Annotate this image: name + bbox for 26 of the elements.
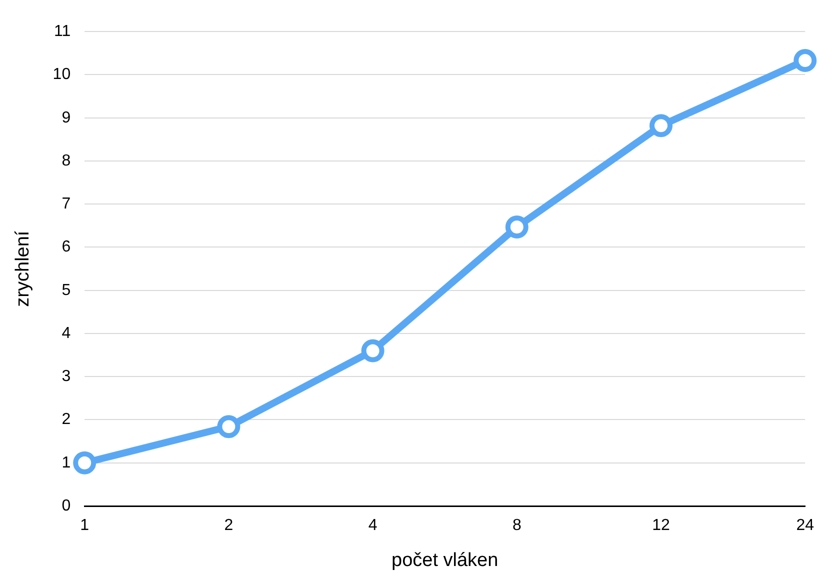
point (794, 48, 817, 72)
point (650, 114, 672, 138)
y-tick-label: 4 (62, 324, 71, 342)
y-tick-label: 6 (62, 238, 71, 256)
y-axis-title: zrychlení (12, 230, 34, 307)
x-tick-label: 8 (512, 517, 522, 534)
y-tick-label: 1 (62, 454, 71, 472)
y-tick-label: 0 (62, 497, 71, 514)
y-tick-label: 3 (62, 368, 71, 386)
y-tick-label: 11 (54, 23, 71, 40)
y-tick-label: 9 (62, 109, 71, 126)
x-axis-title: počet vláken (392, 550, 498, 571)
point (73, 451, 96, 474)
x-tick-label: 4 (368, 517, 378, 534)
x-tick-label: 24 (796, 517, 814, 534)
point (361, 339, 384, 362)
x-tick-label: 12 (652, 517, 670, 534)
y-tick-label: 2 (62, 411, 71, 428)
x-tick-label: 1 (80, 517, 90, 534)
point (505, 215, 528, 238)
y-tick-label: 10 (52, 66, 71, 84)
y-tick-label: 7 (62, 196, 71, 213)
y-tick-label: 5 (62, 282, 71, 299)
point (217, 415, 240, 438)
x-tick-label: 2 (224, 517, 234, 534)
y-tick-label: 8 (62, 152, 71, 170)
